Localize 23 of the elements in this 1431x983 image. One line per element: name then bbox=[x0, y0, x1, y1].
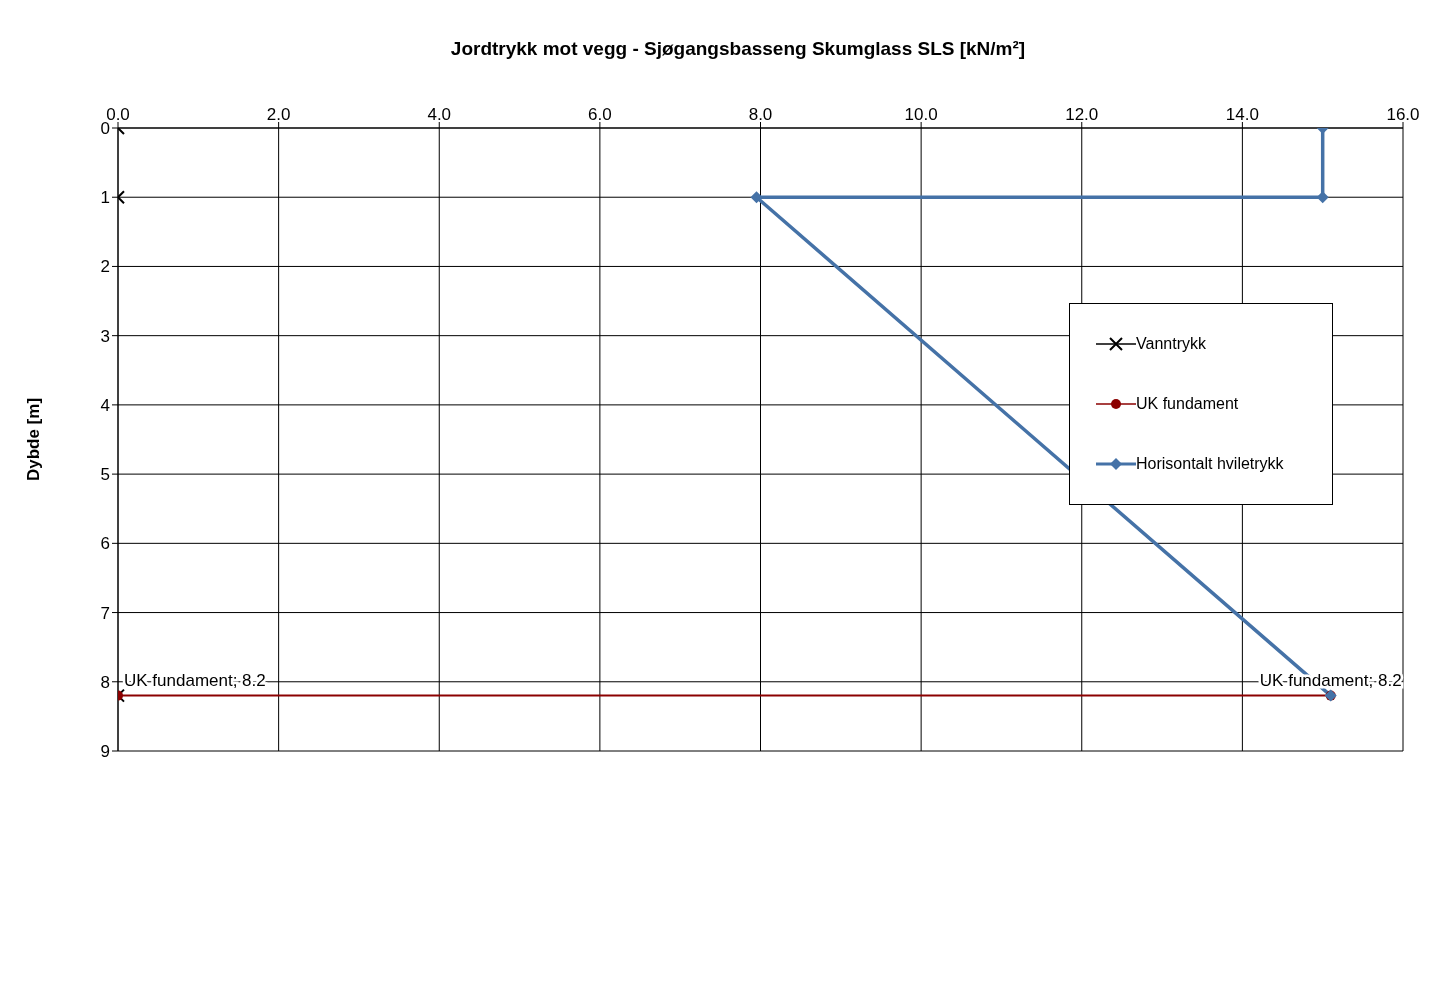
x-tick-label: 6.0 bbox=[588, 105, 612, 124]
x-tick-label: 16.0 bbox=[1386, 105, 1420, 124]
x-tick-label: 2.0 bbox=[266, 105, 291, 124]
x-tick-label: 12.0 bbox=[1065, 105, 1099, 124]
y-tick-label: 2 bbox=[100, 257, 110, 277]
x-tick-label: 4.0 bbox=[427, 105, 452, 124]
legend-label: UK fundament bbox=[1136, 395, 1239, 413]
legend-label: Horisontalt hviletrykk bbox=[1136, 455, 1284, 473]
y-tick-label: 9 bbox=[100, 742, 110, 762]
y-tick-label: 4 bbox=[100, 395, 110, 415]
x-tick-label: 10.0 bbox=[904, 105, 938, 124]
y-tick-label: 5 bbox=[100, 465, 110, 485]
x-tick-label: 8.0 bbox=[748, 105, 773, 124]
y-tick-label: 3 bbox=[100, 326, 110, 346]
y-tick-label: 6 bbox=[100, 534, 110, 554]
x-tick-label: 14.0 bbox=[1225, 105, 1259, 124]
y-tick-label: 7 bbox=[100, 603, 110, 623]
y-tick-label: 8 bbox=[100, 672, 110, 692]
y-tick-label: 0 bbox=[100, 119, 110, 139]
y-tick-label: 1 bbox=[100, 188, 110, 208]
legend-label: Vanntrykk bbox=[1136, 335, 1206, 353]
chart-title: Jordtrykk mot vegg - Sjøgangsbasseng Skumglass SLS [kN/m²] bbox=[449, 38, 1027, 60]
y-axis-title: Dybde [m] bbox=[24, 397, 44, 482]
